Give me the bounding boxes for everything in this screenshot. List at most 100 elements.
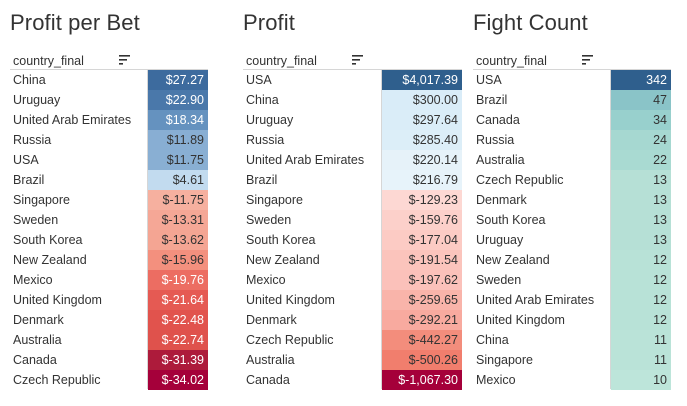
row-label: Uruguay (476, 233, 524, 247)
table-row: Canada 34 (473, 110, 671, 130)
row-label: Canada (246, 373, 290, 387)
value-cell: 11 (611, 330, 671, 350)
table-row: Brazil $4.61 (10, 170, 208, 190)
row-label: Australia (246, 353, 295, 367)
table-body: USA $4,017.39 China $300.00 Uruguay $297.64 Ru… (243, 69, 462, 390)
table-row: Uruguay 13 (473, 230, 671, 250)
value-cell: $220.14 (382, 150, 462, 170)
value-cell: $-197.62 (382, 270, 462, 290)
value-cell: 12 (611, 310, 671, 330)
value-cell: 342 (611, 70, 671, 90)
row-separator (10, 329, 148, 330)
table-row: New Zealand $-15.96 (10, 250, 208, 270)
row-label: New Zealand (476, 253, 550, 267)
value-cell: 24 (611, 130, 671, 150)
row-label: South Korea (13, 233, 83, 247)
row-label: Denmark (476, 193, 527, 207)
table-row: Singapore 11 (473, 350, 671, 370)
row-separator (473, 309, 611, 310)
value-cell: $-259.65 (382, 290, 462, 310)
row-label: Uruguay (246, 113, 294, 127)
row-separator (243, 389, 382, 390)
table-row: United Arab Emirates $18.34 (10, 110, 208, 130)
row-label: United Kingdom (476, 313, 565, 327)
table-body: USA 342 Brazil 47 Canada 34 Russia 24 Australia 2… (473, 69, 671, 390)
value-cell: $-21.64 (148, 290, 208, 310)
row-separator (243, 149, 382, 150)
table-row: USA 342 (473, 70, 671, 90)
row-separator (473, 229, 611, 230)
column-divider (147, 69, 148, 389)
row-separator (243, 369, 382, 370)
column-header: country_final (473, 52, 671, 70)
row-label: Australia (13, 333, 62, 347)
row-separator (243, 169, 382, 170)
row-label: Czech Republic (476, 173, 564, 187)
row-label: Denmark (13, 313, 64, 327)
row-separator (10, 309, 148, 310)
table-row: USA $4,017.39 (243, 70, 462, 90)
sort-icon[interactable] (582, 55, 594, 66)
table-row: United Arab Emirates 12 (473, 290, 671, 310)
value-cell: $-13.31 (148, 210, 208, 230)
sort-icon[interactable] (119, 55, 131, 66)
table-row: Russia $11.89 (10, 130, 208, 150)
value-cell: $-34.02 (148, 370, 208, 390)
table-row: Denmark 13 (473, 190, 671, 210)
chart-title: Profit (243, 10, 295, 35)
row-label: Australia (476, 153, 525, 167)
row-separator (473, 89, 611, 90)
table-row: Denmark $-292.21 (243, 310, 462, 330)
row-label: Mexico (13, 273, 53, 287)
row-separator (473, 329, 611, 330)
table-row: China $27.27 (10, 70, 208, 90)
row-label: South Korea (246, 233, 316, 247)
table-row: Brazil $216.79 (243, 170, 462, 190)
table-row: New Zealand 12 (473, 250, 671, 270)
row-label: Denmark (246, 313, 297, 327)
row-label: USA (246, 73, 272, 87)
row-separator (473, 389, 611, 390)
row-label: United Arab Emirates (13, 113, 132, 127)
row-label: Sweden (13, 213, 59, 227)
row-separator (243, 289, 382, 290)
value-cell: $-500.26 (382, 350, 462, 370)
table-row: South Korea $-13.62 (10, 230, 208, 250)
row-separator (473, 209, 611, 210)
table-row: Sweden $-13.31 (10, 210, 208, 230)
row-separator (243, 129, 382, 130)
value-cell: $-159.76 (382, 210, 462, 230)
row-label: Canada (13, 353, 57, 367)
value-cell: 13 (611, 230, 671, 250)
row-separator (473, 349, 611, 350)
table-row: USA $11.75 (10, 150, 208, 170)
row-label: USA (13, 153, 39, 167)
row-separator (243, 349, 382, 350)
sort-icon[interactable] (352, 55, 364, 66)
table-row: Australia $-22.74 (10, 330, 208, 350)
table-row: Denmark $-22.48 (10, 310, 208, 330)
row-label: Brazil (476, 93, 508, 107)
row-label: United Kingdom (13, 293, 102, 307)
column-header: country_final (10, 52, 208, 70)
table-row: Czech Republic $-442.27 (243, 330, 462, 350)
row-separator (243, 249, 382, 250)
value-cell: $216.79 (382, 170, 462, 190)
row-separator (10, 389, 148, 390)
value-cell: $-1,067.30 (382, 370, 462, 390)
value-cell: $297.64 (382, 110, 462, 130)
value-cell: 13 (611, 210, 671, 230)
row-separator (10, 109, 148, 110)
row-separator (10, 349, 148, 350)
row-header-label: country_final (13, 54, 84, 68)
value-cell: $285.40 (382, 130, 462, 150)
table-row: Czech Republic $-34.02 (10, 370, 208, 390)
value-cell: $4,017.39 (382, 70, 462, 90)
table-row: United Kingdom $-259.65 (243, 290, 462, 310)
table-row: Australia 22 (473, 150, 671, 170)
value-cell: $-442.27 (382, 330, 462, 350)
table-row: Uruguay $297.64 (243, 110, 462, 130)
value-cell: $-292.21 (382, 310, 462, 330)
value-cell: 10 (611, 370, 671, 390)
row-separator (473, 289, 611, 290)
